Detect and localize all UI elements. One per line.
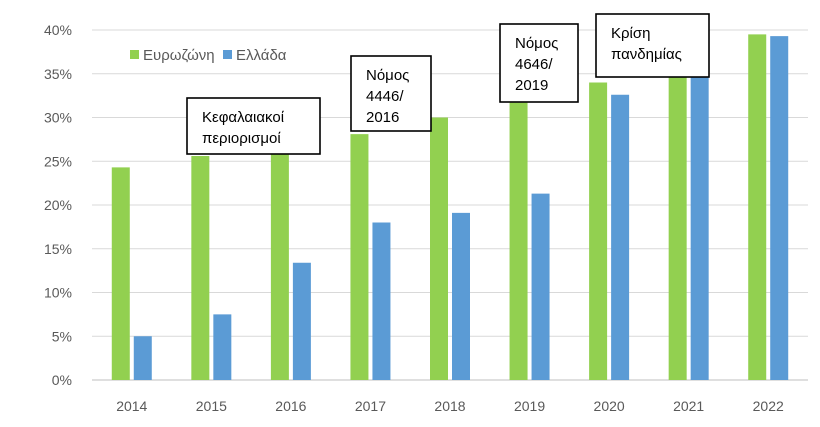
bar-eurozone-2017 bbox=[350, 134, 369, 380]
bar-greece-2020 bbox=[611, 94, 630, 380]
y-tick-label: 0% bbox=[52, 372, 72, 388]
annotation-text: 2016 bbox=[366, 109, 399, 126]
x-axis: 2014 2015 2016 2017 2018 2019 2020 2021 2022 bbox=[116, 398, 784, 414]
bar-greece-2017 bbox=[372, 222, 391, 380]
y-tick-label: 40% bbox=[44, 22, 72, 38]
annotation-box: Κεφαλαιακοί περιορισμοί bbox=[186, 97, 321, 155]
y-axis: 0% 5% 10% 15% 20% 25% 30% 35% 40% bbox=[44, 22, 72, 388]
annotation-text: 2019 bbox=[515, 77, 548, 94]
annotation-border bbox=[350, 55, 432, 132]
x-tick-label: 2021 bbox=[673, 398, 704, 414]
annotation-text: Κεφαλαιακοί bbox=[202, 109, 285, 126]
y-tick-label: 25% bbox=[44, 153, 72, 169]
annotation-border bbox=[186, 97, 321, 155]
annotation-box: Νόμος 4446/2016 bbox=[350, 55, 432, 132]
bar-greece-2019 bbox=[531, 193, 550, 380]
legend-swatch-eurozone bbox=[130, 50, 139, 59]
y-tick-label: 10% bbox=[44, 285, 72, 301]
legend-swatch-greece bbox=[223, 50, 232, 59]
bar-greece-2021 bbox=[690, 54, 709, 380]
annotation-text: Κρίση bbox=[611, 25, 650, 42]
x-tick-label: 2015 bbox=[196, 398, 227, 414]
bar-eurozone-2015 bbox=[191, 156, 210, 380]
y-tick-label: 5% bbox=[52, 328, 72, 344]
annotation-text: πανδημίας bbox=[611, 46, 682, 63]
x-tick-label: 2018 bbox=[434, 398, 465, 414]
annotation-box: Κρίση πανδημίας bbox=[595, 13, 710, 78]
x-tick-label: 2019 bbox=[514, 398, 545, 414]
annotation-text: 4446/ bbox=[366, 88, 404, 105]
annotation-text: Νόμος bbox=[515, 35, 558, 52]
bar-eurozone-2018 bbox=[430, 117, 448, 380]
bar-eurozone-2020 bbox=[589, 82, 608, 380]
bar-eurozone-2022 bbox=[748, 34, 767, 380]
bar-greece-2014 bbox=[133, 336, 152, 380]
bar-greece-2018 bbox=[452, 212, 470, 380]
annotation-box: Νόμος 4646/2019 bbox=[499, 23, 579, 103]
annotations: ΚεφαλαιακοίπεριορισμοίΝόμος4446/2016Νόμο… bbox=[186, 13, 710, 155]
bar-greece-2022 bbox=[770, 36, 789, 380]
annotation-text: Νόμος bbox=[366, 67, 409, 84]
annotation-border bbox=[499, 23, 579, 103]
y-tick-label: 20% bbox=[44, 197, 72, 213]
bar-eurozone-2014 bbox=[111, 167, 130, 380]
bar-greece-2015 bbox=[213, 314, 232, 380]
annotation-text: 4646/ bbox=[515, 56, 553, 73]
bar-eurozone-2019 bbox=[509, 102, 528, 380]
legend-label: Ευρωζώνη bbox=[143, 47, 215, 64]
x-tick-label: 2022 bbox=[753, 398, 784, 414]
annotation-border bbox=[595, 13, 710, 78]
bars bbox=[111, 34, 789, 380]
x-tick-label: 2014 bbox=[116, 398, 147, 414]
legend: Ευρωζώνη Ελλάδα bbox=[130, 47, 287, 64]
x-tick-label: 2020 bbox=[594, 398, 625, 414]
y-tick-label: 15% bbox=[44, 241, 72, 257]
x-tick-label: 2017 bbox=[355, 398, 386, 414]
bar-eurozone-2016 bbox=[270, 145, 289, 380]
y-tick-label: 35% bbox=[44, 66, 72, 82]
legend-label: Ελλάδα bbox=[236, 47, 287, 64]
bar-greece-2016 bbox=[292, 262, 311, 380]
x-tick-label: 2016 bbox=[275, 398, 306, 414]
y-tick-label: 30% bbox=[44, 110, 72, 126]
bar-eurozone-2021 bbox=[668, 60, 687, 380]
annotation-text: περιορισμοί bbox=[202, 130, 281, 147]
